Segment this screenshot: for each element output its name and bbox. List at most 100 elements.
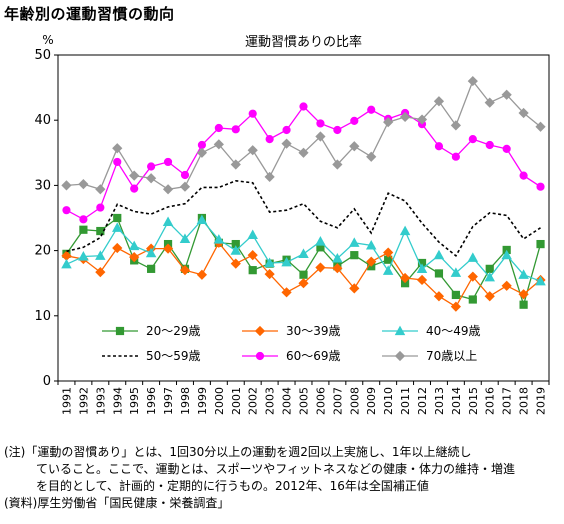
y-tick-label: 50 <box>34 48 51 63</box>
data-point-series-4 <box>485 140 494 150</box>
data-point-series-5 <box>416 114 428 125</box>
data-point-series-2 <box>315 236 326 246</box>
x-tick-label: 1998 <box>179 387 192 415</box>
data-point-series-5 <box>61 180 72 191</box>
x-tick-label: 2009 <box>365 387 378 415</box>
data-point-series-2 <box>501 249 512 260</box>
data-point-series-2 <box>382 265 394 275</box>
data-point-series-4 <box>282 125 291 135</box>
x-tick-label: 1993 <box>94 387 107 415</box>
data-point-series-5 <box>433 96 445 107</box>
data-point-series-2 <box>416 263 428 273</box>
x-tick-label: 2019 <box>535 387 548 415</box>
legend-label: 60～69歳 <box>286 349 341 363</box>
x-tick-label: 2016 <box>484 387 497 415</box>
x-tick-label: 1996 <box>145 387 158 415</box>
data-point-series-4 <box>265 135 274 144</box>
data-point-series-2 <box>196 214 208 225</box>
data-point-series-4 <box>519 171 528 180</box>
legend-label: 40～49歳 <box>426 324 481 338</box>
x-tick-label: 1997 <box>162 387 175 415</box>
data-point-series-2 <box>484 271 495 282</box>
data-point-series-2 <box>145 247 157 258</box>
data-point-series-4 <box>113 157 122 167</box>
legend-swatch-marker <box>394 350 406 362</box>
data-point-series-0 <box>485 264 494 273</box>
data-point-series-2 <box>399 225 411 236</box>
data-point-series-5 <box>213 139 224 150</box>
data-point-series-1 <box>112 242 123 254</box>
data-point-series-5 <box>518 107 529 119</box>
data-point-series-0 <box>248 266 257 275</box>
series-line-4 <box>66 105 541 221</box>
data-point-series-5 <box>129 170 140 181</box>
data-point-series-4 <box>468 135 477 144</box>
data-point-series-0 <box>434 269 444 278</box>
x-tick-label: 2014 <box>450 387 463 415</box>
data-point-series-2 <box>213 234 225 244</box>
data-point-series-2 <box>365 239 377 250</box>
data-point-series-5 <box>467 75 478 87</box>
data-point-series-5 <box>315 131 326 142</box>
data-point-series-5 <box>349 141 360 152</box>
data-point-series-2 <box>78 251 89 261</box>
data-point-series-4 <box>130 184 139 193</box>
data-point-series-4 <box>79 215 88 224</box>
y-tick-label: 0 <box>43 374 51 389</box>
data-point-series-0 <box>451 290 460 300</box>
note-line-1: (注)「運動の習慣あり」とは、1回30分以上の運動を週2回以上実施し、1年以上継… <box>4 445 472 459</box>
data-point-series-1 <box>179 265 191 276</box>
y-tick-label: 20 <box>34 244 51 259</box>
x-tick-label: 2015 <box>467 387 480 415</box>
data-point-series-5 <box>501 89 512 100</box>
data-point-series-5 <box>366 151 377 162</box>
legend-label: 20～29歳 <box>146 324 201 338</box>
data-point-series-5 <box>146 173 157 184</box>
x-tick-label: 2001 <box>230 387 243 415</box>
data-point-series-0 <box>536 239 545 249</box>
data-point-series-0 <box>350 251 359 260</box>
x-tick-label: 2018 <box>518 387 531 415</box>
data-point-series-4 <box>214 123 223 133</box>
data-point-series-2 <box>518 269 529 279</box>
data-point-series-1 <box>383 247 394 258</box>
data-point-series-5 <box>247 145 258 156</box>
data-point-series-4 <box>62 206 71 215</box>
data-point-series-2 <box>61 258 72 269</box>
data-point-series-2 <box>298 248 309 258</box>
data-point-series-2 <box>264 257 275 268</box>
data-point-series-2 <box>332 252 343 263</box>
data-point-series-5 <box>383 117 394 128</box>
x-tick-label: 2008 <box>348 387 361 415</box>
data-point-series-4 <box>502 144 511 153</box>
note-line-2: ていること。ここで、運動とは、スポーツやフィットネスなどの健康・体力の維持・増進 <box>36 462 516 476</box>
x-tick-label: 1995 <box>128 387 141 415</box>
x-tick-label: 2002 <box>247 387 260 415</box>
data-point-series-1 <box>247 250 258 261</box>
legend-label: 70歳以上 <box>426 349 477 363</box>
data-point-series-1 <box>416 274 428 286</box>
data-point-series-4 <box>197 140 207 150</box>
data-point-series-2 <box>95 250 106 260</box>
x-tick-label: 2003 <box>264 387 277 415</box>
note-line-3: を目的として、計画的・定期的に行うもの。2012年、16年は全国補正値 <box>36 479 429 493</box>
data-point-series-5 <box>78 178 89 190</box>
data-point-series-4 <box>163 157 173 167</box>
data-point-series-5 <box>230 159 241 170</box>
series-line-3 <box>66 179 541 258</box>
data-point-series-1 <box>349 283 360 294</box>
data-point-series-1 <box>518 289 529 300</box>
data-point-series-1 <box>467 271 478 282</box>
data-point-series-4 <box>350 116 359 125</box>
x-tick-label: 2006 <box>314 387 327 415</box>
data-point-series-2 <box>112 222 123 232</box>
x-tick-label: 2013 <box>433 387 446 415</box>
data-point-series-2 <box>128 240 140 251</box>
data-point-series-4 <box>367 105 376 114</box>
data-point-series-4 <box>451 152 460 161</box>
data-point-series-5 <box>95 184 106 195</box>
source-note: (資料)厚生労働省「国民健康・栄養調査」 <box>4 496 230 510</box>
data-point-series-5 <box>484 97 495 108</box>
x-tick-label: 2011 <box>399 387 412 415</box>
data-point-series-4 <box>147 162 156 171</box>
